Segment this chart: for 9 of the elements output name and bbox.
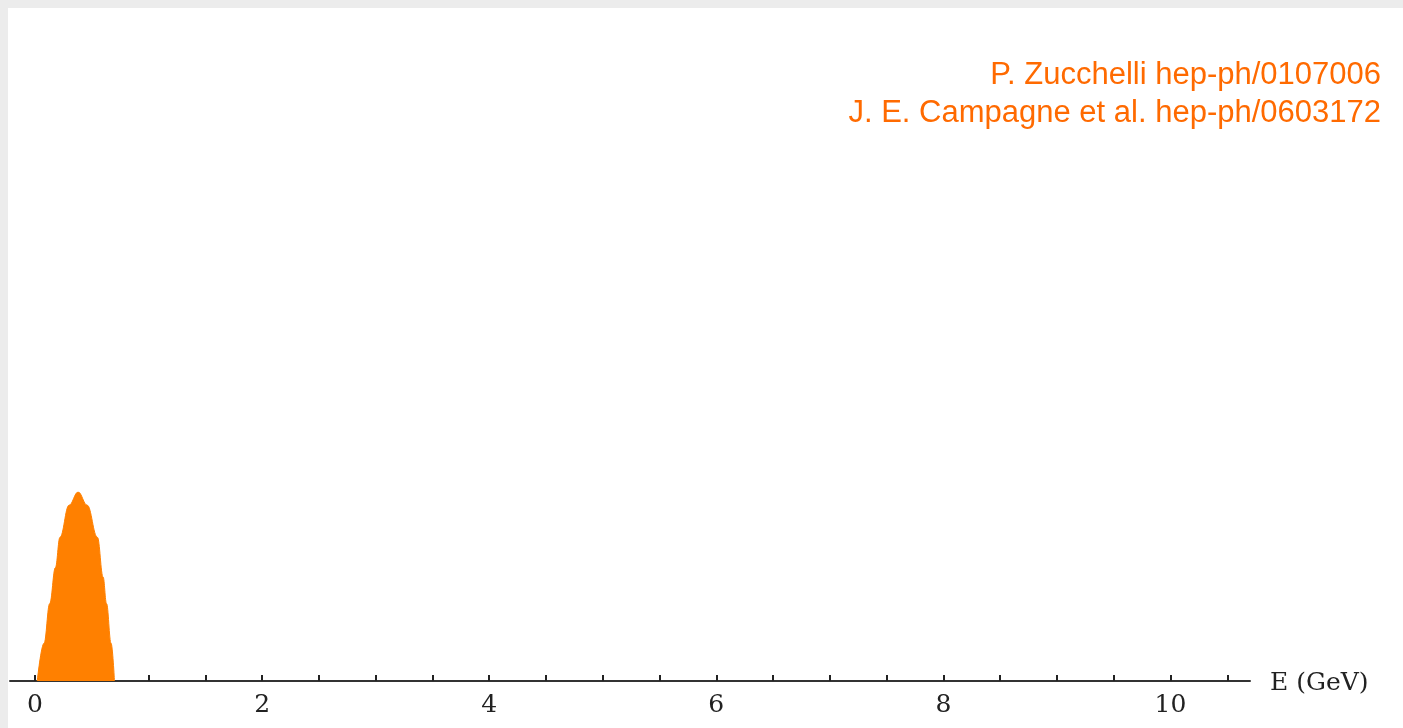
- x-tick-label: 2: [254, 689, 271, 718]
- x-axis-title: E (GeV): [1270, 666, 1369, 696]
- text: P. Zucchelli hep-ph/0107006: [990, 56, 1381, 91]
- text: J. E. Campagne et al. hep-ph/0603172: [848, 94, 1381, 129]
- x-tick-label: 4: [481, 689, 498, 718]
- x-tick-label: 10: [1154, 689, 1187, 718]
- x-tick-label: 0: [27, 689, 43, 718]
- x-tick-label: 8: [935, 689, 952, 718]
- x-tick-label: 6: [708, 689, 725, 718]
